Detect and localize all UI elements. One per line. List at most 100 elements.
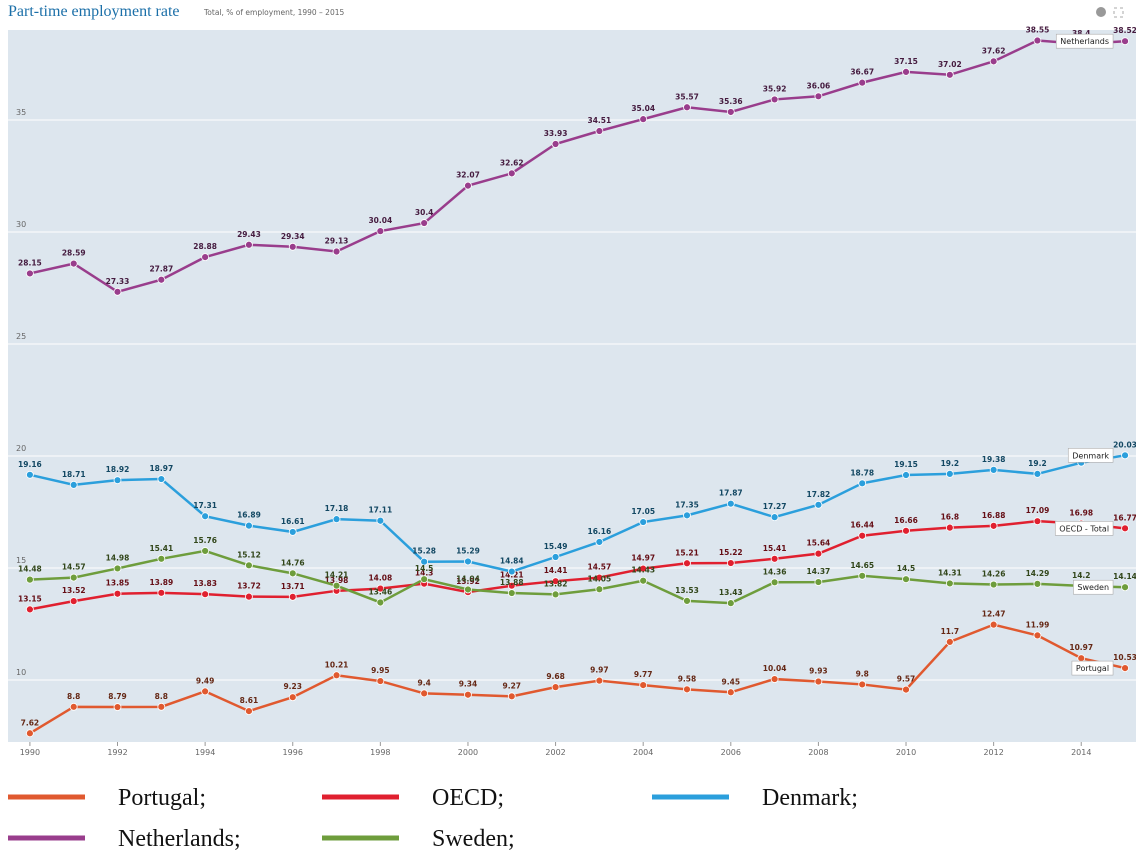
x-tick-label: 2006	[721, 748, 741, 757]
data-label: 14.5	[415, 564, 434, 573]
series-line	[29, 549, 1126, 605]
data-label: 17.87	[719, 489, 743, 498]
data-point	[726, 108, 735, 116]
data-point	[1121, 664, 1129, 672]
data-point	[639, 681, 648, 690]
data-label: 18.92	[106, 465, 130, 474]
data-label: 15.49	[544, 542, 568, 551]
data-label: 14.04	[456, 574, 480, 583]
x-tick-label: 1996	[283, 748, 303, 757]
data-point	[1121, 524, 1129, 533]
data-label: 12.47	[982, 610, 1006, 619]
x-tick-label: 2012	[983, 748, 1003, 757]
data-point	[902, 526, 910, 535]
data-label: 14.76	[281, 558, 305, 567]
x-tick-label: 2002	[545, 748, 565, 757]
data-point	[420, 557, 429, 566]
data-point	[201, 590, 210, 599]
data-label: 14.08	[368, 574, 392, 583]
data-point	[945, 523, 954, 532]
data-point	[288, 569, 297, 578]
data-point	[1033, 36, 1042, 45]
data-label: 19.15	[894, 460, 918, 469]
data-label: 14.2	[1072, 571, 1091, 580]
legend-label: Denmark;	[762, 785, 858, 811]
data-label: 17.27	[763, 502, 787, 511]
data-point	[157, 475, 166, 483]
data-point	[113, 564, 122, 573]
data-point	[26, 575, 34, 584]
data-label: 32.07	[456, 171, 480, 180]
series-line	[29, 519, 1126, 611]
data-label: 37.15	[894, 57, 918, 66]
data-point	[595, 127, 604, 135]
y-tick-label: 35	[16, 108, 26, 117]
data-label: 27.33	[106, 277, 130, 286]
legend-label: Sweden;	[432, 826, 515, 852]
data-point	[464, 690, 472, 699]
data-label: 13.92	[456, 577, 480, 586]
data-label: 13.82	[544, 579, 568, 588]
data-label: 14.5	[897, 564, 916, 573]
data-label: 14.3	[415, 569, 434, 578]
data-label: 16.66	[894, 516, 918, 525]
data-point	[726, 559, 735, 567]
end-label-box	[1055, 33, 1114, 49]
data-label: 10.04	[763, 664, 787, 673]
data-label: 35.04	[631, 104, 655, 113]
data-label: 13.43	[719, 588, 743, 597]
data-label: 29.13	[325, 237, 349, 246]
info-icon[interactable]	[1096, 7, 1106, 17]
data-label: 17.05	[631, 507, 655, 516]
data-label: 17.11	[368, 506, 392, 515]
data-point	[902, 471, 910, 479]
data-label: 15.64	[807, 539, 831, 548]
x-tick-label: 2004	[633, 748, 653, 757]
data-point	[245, 707, 253, 715]
data-label: 38.52	[1113, 26, 1136, 35]
data-label: 19.16	[18, 460, 42, 469]
data-point	[683, 103, 691, 112]
data-label: 14.97	[631, 554, 655, 563]
data-point	[945, 637, 954, 646]
x-tick-label: 2010	[896, 748, 916, 757]
data-label: 27.87	[149, 265, 173, 274]
data-label: 17.31	[193, 501, 217, 510]
data-point	[69, 480, 78, 489]
data-point	[201, 547, 210, 555]
data-point	[1033, 470, 1042, 478]
data-point	[639, 576, 648, 585]
data-point	[551, 553, 560, 561]
data-label: 14.43	[631, 566, 655, 575]
expand-icon[interactable]	[1113, 7, 1124, 18]
data-point	[201, 687, 210, 696]
data-point	[639, 564, 648, 573]
data-label: 30.4	[415, 208, 434, 217]
data-point	[683, 685, 691, 694]
data-point	[1077, 654, 1086, 663]
data-point	[595, 573, 604, 582]
data-point	[69, 597, 78, 606]
data-point	[420, 219, 429, 227]
data-point	[26, 729, 34, 738]
data-label: 13.15	[18, 594, 42, 603]
data-label: 16.89	[237, 511, 261, 520]
data-point	[595, 676, 604, 685]
data-point	[858, 571, 867, 580]
data-point	[902, 67, 910, 76]
data-label: 18.71	[62, 470, 86, 479]
x-tick-label: 1994	[195, 748, 215, 757]
data-point	[245, 592, 253, 601]
data-label: 15.21	[675, 548, 699, 557]
x-tick-label: 2000	[458, 748, 478, 757]
data-label: 30.04	[368, 216, 392, 225]
x-tick-label: 1990	[20, 748, 40, 757]
data-label: 16.88	[982, 511, 1006, 520]
end-label: Sweden	[1077, 583, 1109, 592]
data-label: 34.51	[588, 116, 612, 125]
data-label: 9.45	[722, 677, 741, 686]
data-point	[376, 227, 385, 236]
data-point	[26, 605, 34, 614]
data-point	[858, 479, 867, 488]
data-point	[245, 521, 253, 530]
